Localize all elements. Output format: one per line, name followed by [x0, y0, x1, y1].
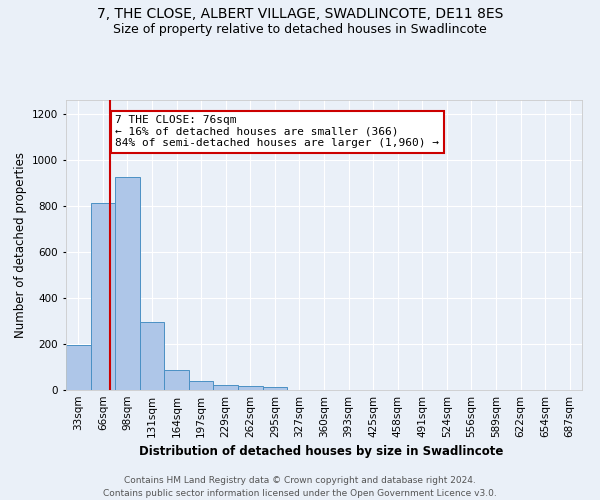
Text: Contains HM Land Registry data © Crown copyright and database right 2024.
Contai: Contains HM Land Registry data © Crown c…: [103, 476, 497, 498]
Text: Size of property relative to detached houses in Swadlincote: Size of property relative to detached ho…: [113, 22, 487, 36]
Bar: [164, 370, 189, 390]
Bar: [91, 203, 115, 390]
Bar: [214, 386, 238, 390]
Text: 7, THE CLOSE, ALBERT VILLAGE, SWADLINCOTE, DE11 8ES: 7, THE CLOSE, ALBERT VILLAGE, SWADLINCOT…: [97, 8, 503, 22]
Bar: [66, 345, 91, 390]
Bar: [140, 322, 164, 390]
Bar: [263, 387, 287, 390]
Bar: [115, 178, 140, 390]
Text: Distribution of detached houses by size in Swadlincote: Distribution of detached houses by size …: [139, 444, 503, 458]
Y-axis label: Number of detached properties: Number of detached properties: [14, 152, 26, 338]
Text: 7 THE CLOSE: 76sqm
← 16% of detached houses are smaller (366)
84% of semi-detach: 7 THE CLOSE: 76sqm ← 16% of detached hou…: [115, 115, 439, 148]
Bar: [189, 382, 214, 390]
Bar: [238, 386, 263, 390]
